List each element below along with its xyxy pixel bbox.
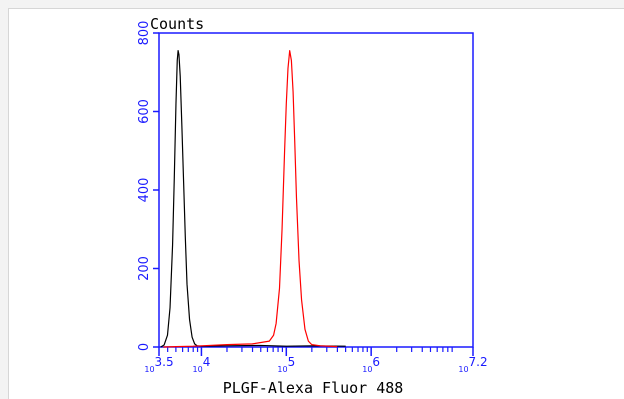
y-tick-label: 800: [137, 21, 152, 46]
y-axis-label: Counts: [150, 15, 204, 33]
x-tick-exponent: 7.2: [469, 355, 488, 369]
x-tick-base: 10: [144, 365, 154, 374]
x-tick-label: 107.2: [458, 355, 487, 374]
x-tick-exponent: 5: [288, 355, 296, 369]
x-tick-exponent: 3.5: [155, 355, 174, 369]
series-layer: [160, 50, 346, 348]
x-tick-label: 103.5: [144, 355, 173, 374]
x-tick-base: 10: [193, 365, 203, 374]
x-axis-minor-ticks: [167, 347, 453, 352]
y-axis-ticks: 0 200 400 600 800: [137, 21, 159, 351]
series-line-1: [160, 50, 346, 348]
y-tick-label: 600: [137, 99, 152, 124]
x-tick-base: 10: [277, 365, 287, 374]
x-tick-base: 10: [362, 365, 372, 374]
x-axis-label: PLGF-Alexa Fluor 488: [223, 379, 404, 397]
x-tick-base: 10: [458, 365, 468, 374]
x-tick-label: 105: [277, 355, 295, 374]
y-tick-label: 400: [137, 178, 152, 203]
y-tick-label: 0: [137, 343, 152, 351]
plot-area: [158, 32, 474, 348]
series-line-2: [163, 50, 338, 348]
x-tick-exponent: 6: [372, 355, 380, 369]
y-tick-label: 200: [137, 256, 152, 281]
x-tick-label: 106: [362, 355, 380, 374]
x-tick-label: 104: [193, 355, 211, 374]
x-tick-exponent: 4: [203, 355, 211, 369]
